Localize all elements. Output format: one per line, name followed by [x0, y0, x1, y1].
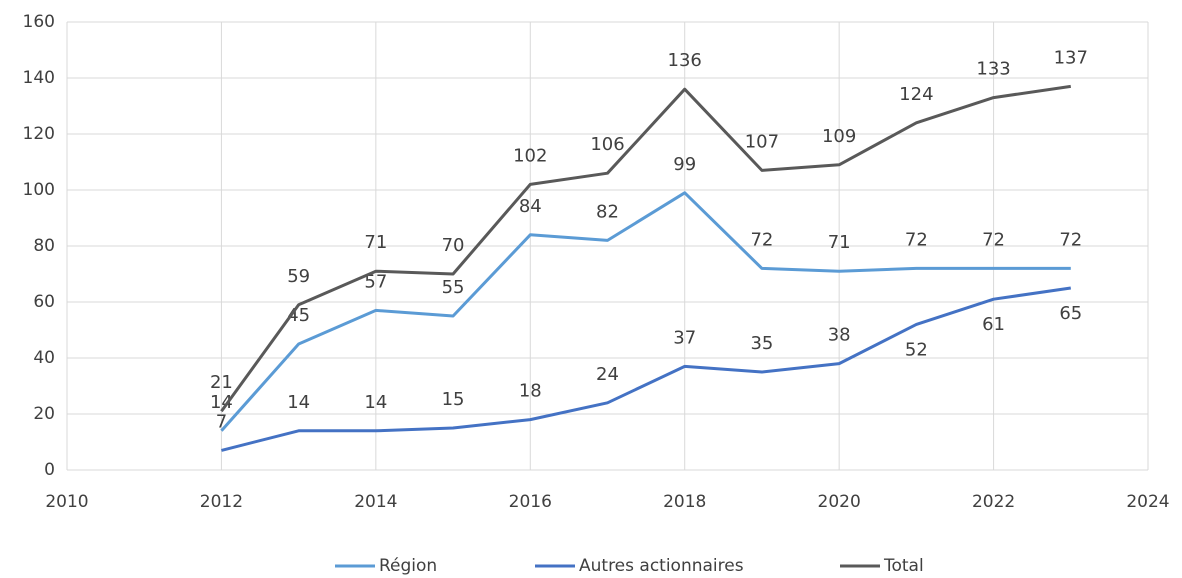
data-label: 82	[596, 201, 619, 222]
data-label: 102	[513, 145, 547, 166]
x-tick-label: 2012	[200, 492, 243, 512]
data-label: 24	[596, 364, 619, 385]
data-label: 37	[673, 327, 696, 348]
series-line	[221, 286, 1072, 452]
data-label: 72	[982, 229, 1005, 250]
data-label: 18	[519, 381, 542, 402]
data-label: 72	[905, 229, 928, 250]
y-tick-label: 160	[23, 12, 55, 32]
data-label: 14	[364, 392, 387, 413]
x-tick-label: 2022	[972, 492, 1015, 512]
data-label: 107	[745, 131, 779, 152]
data-label: 137	[1054, 47, 1088, 68]
data-label: 136	[668, 50, 702, 71]
x-tick-label: 2018	[663, 492, 706, 512]
data-label: 70	[442, 235, 465, 256]
x-tick-label: 2016	[509, 492, 552, 512]
data-label: 84	[519, 196, 542, 217]
data-label: 38	[828, 325, 851, 346]
data-label: 59	[287, 266, 310, 287]
data-label: 106	[590, 134, 624, 155]
data-label: 71	[364, 232, 387, 253]
y-tick-label: 100	[23, 180, 55, 200]
data-label: 65	[1059, 303, 1082, 324]
legend-label: Région	[379, 556, 437, 576]
x-tick-label: 2014	[354, 492, 397, 512]
data-label: 57	[364, 271, 387, 292]
data-label: 14	[210, 392, 233, 413]
data-label: 21	[210, 372, 233, 393]
x-tick-label: 2020	[818, 492, 861, 512]
data-label: 72	[750, 229, 773, 250]
data-label: 55	[442, 277, 465, 298]
x-tick-label: 2010	[45, 492, 88, 512]
data-label: 15	[442, 389, 465, 410]
series-line	[220, 191, 1071, 432]
data-label: 61	[982, 314, 1005, 335]
legend-label: Autres actionnaires	[579, 556, 744, 576]
y-tick-label: 0	[44, 460, 55, 480]
data-label: 7	[216, 411, 227, 432]
y-tick-label: 140	[23, 68, 55, 88]
y-tick-label: 40	[33, 348, 55, 368]
data-label: 124	[899, 84, 933, 105]
data-label: 52	[905, 339, 928, 360]
data-label: 71	[828, 232, 851, 253]
data-label: 35	[750, 333, 773, 354]
y-tick-label: 60	[33, 292, 55, 312]
y-tick-label: 80	[33, 236, 55, 256]
series-line	[220, 84, 1072, 413]
data-label: 133	[976, 59, 1010, 80]
data-label: 14	[287, 392, 310, 413]
x-tick-label: 2024	[1126, 492, 1169, 512]
data-label: 99	[673, 154, 696, 175]
y-tick-label: 20	[33, 404, 55, 424]
data-label: 109	[822, 126, 856, 147]
data-label: 72	[1059, 229, 1082, 250]
y-tick-label: 120	[23, 124, 55, 144]
legend-label: Total	[883, 556, 924, 576]
